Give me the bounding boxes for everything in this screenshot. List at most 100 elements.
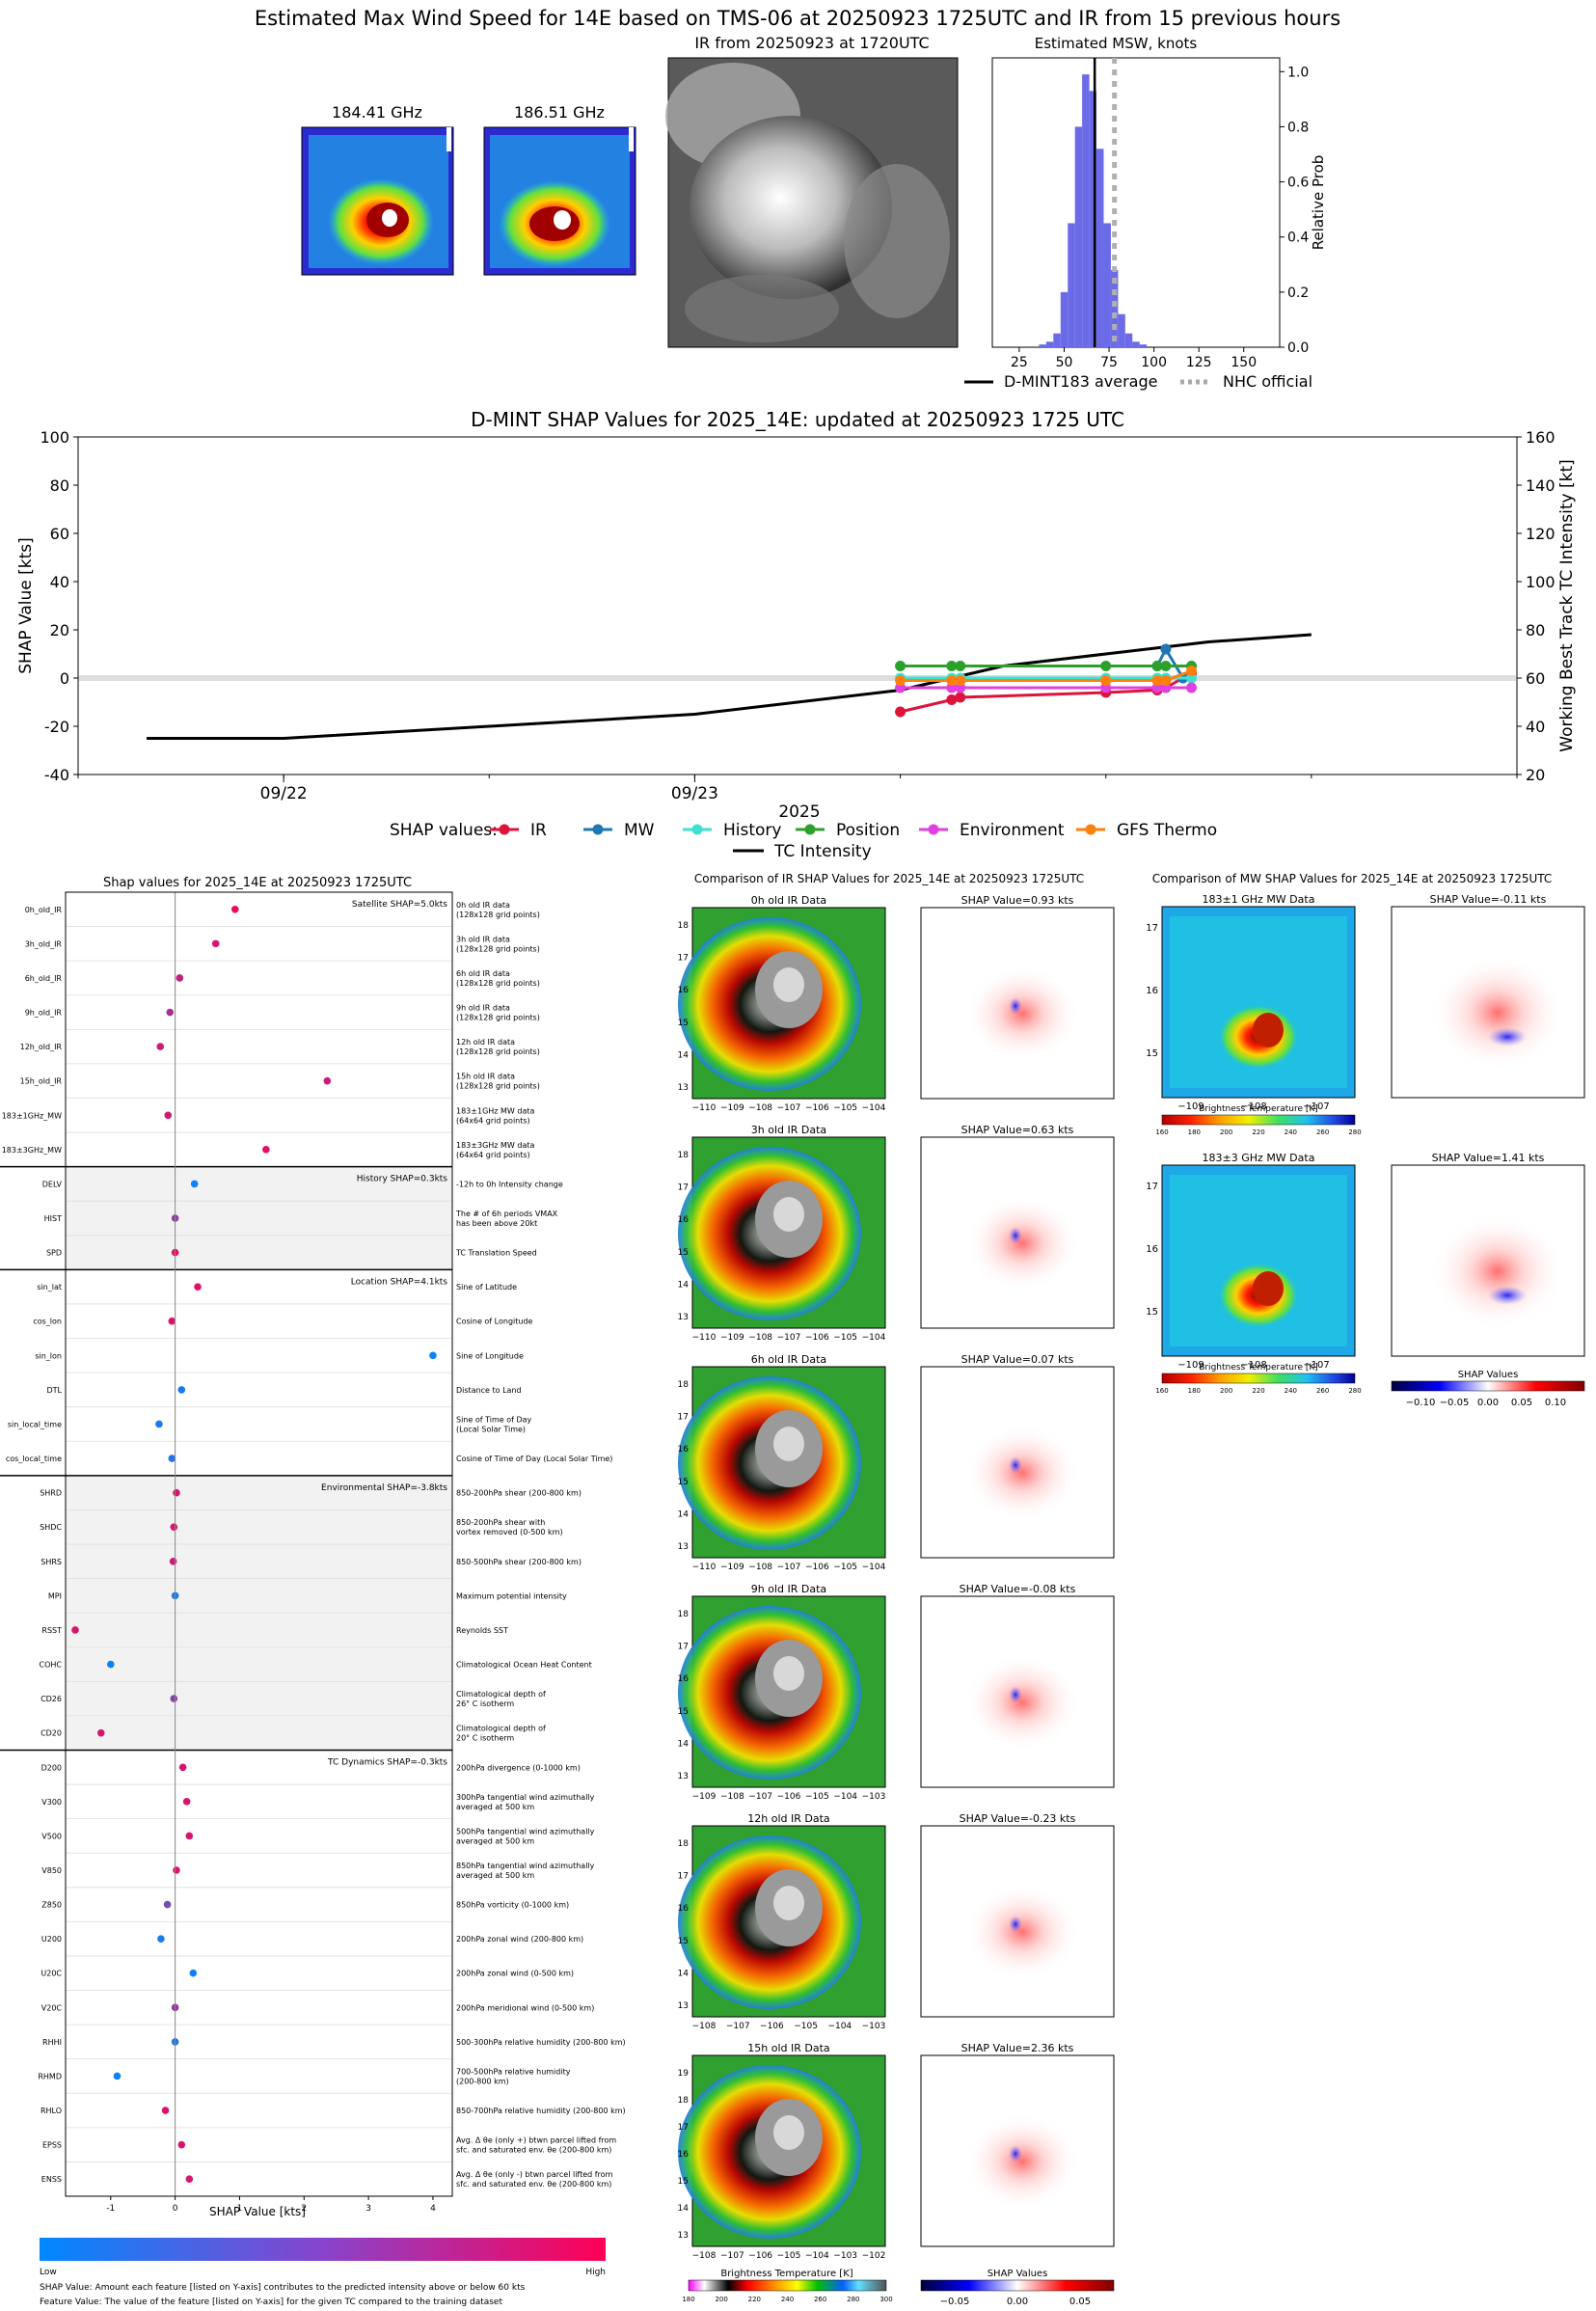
mw-compare-title: Comparison of MW SHAP Values for 2025_14…: [1152, 872, 1553, 885]
shap-feature-desc: 200hPa divergence (0-1000 km): [456, 1763, 581, 1772]
shap-feature-desc: sfc. and saturated env. θe (200-800 km): [456, 2180, 611, 2189]
ir-xtick-label: −109: [720, 1563, 744, 1572]
ir-ytick-label: 18: [678, 1380, 690, 1390]
mw-shap-cbar-tick-label: 0.10: [1545, 1398, 1566, 1408]
shap-feature-name: HIST: [44, 1214, 62, 1223]
shap-feature-desc: 850-200hPa shear (200-800 km): [456, 1489, 582, 1498]
mw-comparison-grid: Comparison of MW SHAP Values for 2025_14…: [1146, 872, 1585, 1408]
mw-cbar-tick-label: 280: [1348, 1387, 1361, 1395]
shap-point: [168, 1455, 176, 1462]
shap-point: [106, 1660, 115, 1669]
shap-point: [189, 1969, 198, 1977]
hist-bar: [1118, 313, 1125, 347]
hist-bar: [1103, 223, 1111, 347]
shap-point: [177, 1386, 186, 1394]
shap-feature-desc: 300hPa tangential wind azimuthally: [456, 1793, 595, 1802]
ir-colorbar: [688, 2279, 887, 2292]
ir-storm-eye: [773, 1656, 804, 1691]
shap-point: [71, 1626, 79, 1634]
shap-feature-name: SHDC: [40, 1523, 62, 1532]
shap-group-label: TC Dynamics SHAP=-0.3kts: [327, 1757, 447, 1767]
ir-panel-title: 3h old IR Data: [751, 1124, 826, 1136]
ir-ytick-label: 15: [678, 1019, 689, 1028]
mw-data-image: [1161, 1164, 1356, 1357]
series-position-point: [1100, 661, 1112, 671]
ir-ytick-label: 16: [678, 1215, 690, 1225]
shap-point: [164, 1111, 173, 1120]
mw-cbar-tick-label: 260: [1316, 1128, 1329, 1136]
mw-shap-image: [1391, 1164, 1585, 1357]
ir-shap-blue-spot: [1009, 1686, 1022, 1703]
mw-cbar-tick-label: 220: [1252, 1128, 1264, 1136]
hist-xtick-label: 25: [1011, 355, 1028, 370]
ts-y2tick-label: 160: [1526, 428, 1555, 447]
legend-position-label: Position: [836, 821, 900, 840]
shap-feature-name: 9h_old_IR: [25, 1009, 63, 1018]
shap-point: [170, 1695, 178, 1702]
mw-data-image: [1161, 906, 1356, 1099]
mw-cbar-tick-label: 180: [1188, 1387, 1201, 1395]
shap-feature-desc: (128x128 grid points): [456, 1082, 540, 1091]
shap-feature-desc: (128x128 grid points): [456, 1014, 540, 1022]
shap-point: [157, 1935, 165, 1943]
shap-axes-frame: [65, 891, 453, 2197]
shap-group-label: Environmental SHAP=-3.8kts: [321, 1483, 447, 1493]
mw-ytick-label: 17: [1146, 923, 1158, 934]
mw-storm-core: [1253, 1271, 1284, 1306]
mw-xtick-label: −108: [1240, 1101, 1266, 1112]
ts-y2tick-label: 120: [1526, 525, 1555, 543]
shap-feature-desc: (128x128 grid points): [456, 1047, 540, 1056]
ir-ytick-label: 17: [678, 1872, 689, 1882]
shap-feature-name: U200: [41, 1935, 62, 1944]
mw-shap-panel-title: SHAP Value=-0.11 kts: [1430, 893, 1547, 906]
series-gfs-thermo-point: [946, 675, 958, 686]
ts-ylabel: SHAP Value [kts]: [16, 537, 36, 674]
ts-ytick-label: 0: [60, 669, 69, 688]
ir-shap-blob: [964, 1654, 1080, 1751]
mw1-title: 184.41 GHz: [332, 103, 422, 122]
shap-feature-desc: (128x128 grid points): [456, 944, 540, 953]
shap-feature-name: SHRS: [41, 1558, 62, 1566]
ir-ytick-label: 14: [678, 1050, 690, 1060]
shap-feature-name: sin_lat: [37, 1283, 62, 1291]
mw-shap-cbar-tick-label: −0.10: [1406, 1398, 1436, 1408]
shap-point: [262, 1146, 270, 1154]
shap-feature-desc: 850-200hPa shear with: [456, 1518, 545, 1527]
legend-gfs-thermo-label: GFS Thermo: [1117, 821, 1217, 840]
legend-ir-marker: [499, 824, 510, 835]
ir-shap-blob: [964, 2113, 1080, 2210]
shap-feature-desc: Reynolds SST: [456, 1626, 508, 1635]
shap-feature-desc: The # of 6h periods VMAX: [455, 1210, 558, 1218]
shap-xlabel: SHAP Value [kts]: [209, 2205, 306, 2218]
ir-ytick-label: 15: [678, 2177, 689, 2187]
ir-storm-eye: [773, 1886, 804, 1920]
shap-point: [211, 939, 220, 948]
shap-feature-desc: (200-800 km): [456, 2077, 509, 2085]
ir-shap-cbar-tick-label: 0.00: [1007, 2297, 1028, 2307]
ts-xtick-label: 09/22: [260, 784, 308, 803]
ir-xtick-label: −107: [720, 2251, 744, 2261]
ir-ytick-label: 14: [678, 1969, 690, 1978]
shap-feature-name: 6h_old_IR: [25, 974, 63, 983]
shap-feature-desc: 200hPa meridional wind (0-500 km): [456, 2003, 594, 2012]
ir-shap-blob: [964, 965, 1080, 1062]
hist-xtick-label: 75: [1100, 355, 1118, 370]
ir-data-image: [678, 1136, 886, 1329]
mw2-image: [483, 126, 636, 276]
shap-feature-name: RSST: [41, 1626, 62, 1635]
shap-feature-desc: 26° C isotherm: [456, 1699, 514, 1708]
mw-shap-colorbar-label: SHAP Values: [1458, 1370, 1519, 1380]
shap-note-2: Feature Value: The value of the feature …: [40, 2297, 502, 2307]
mw-cbar-tick-label: 260: [1316, 1387, 1329, 1395]
hist-ytick-label: 0.4: [1287, 231, 1309, 246]
ir-data-image: [678, 1366, 886, 1559]
ir-panel-title: 12h old IR Data: [747, 1812, 829, 1825]
ir-xtick-label: −109: [692, 1792, 717, 1802]
shap-feature-name: V20C: [41, 2003, 63, 2012]
hist-axes-frame: [991, 57, 1281, 348]
legend-environment-label: Environment: [960, 821, 1065, 840]
shap-xtick-label: 4: [430, 2204, 436, 2214]
ir-ytick-label: 17: [678, 2123, 689, 2133]
shap-point: [96, 1728, 105, 1737]
ir-xtick-label: −106: [748, 2251, 772, 2261]
